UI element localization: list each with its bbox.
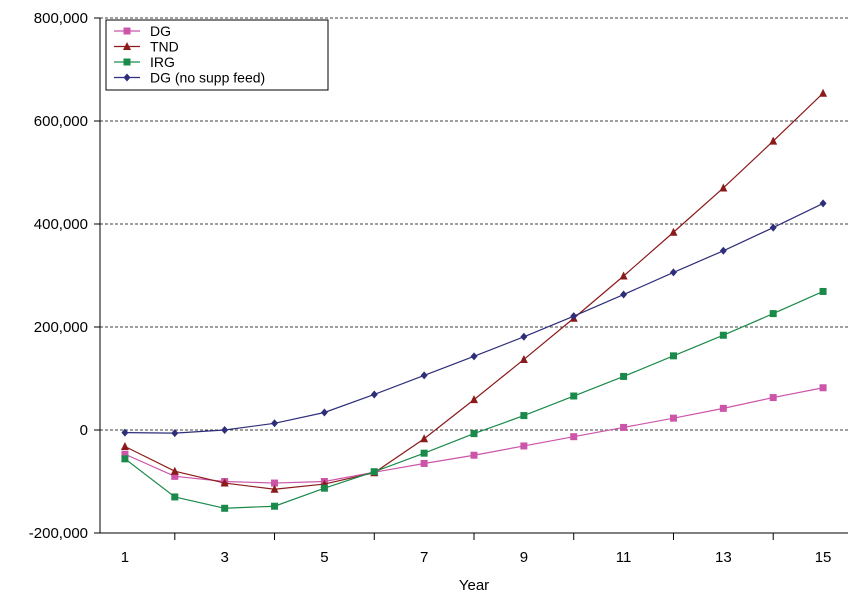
data-point-dg-no-supp-feed <box>370 390 378 399</box>
x-tick-label: 1 <box>121 549 129 566</box>
legend-swatch-marker <box>123 42 131 50</box>
data-point-dg <box>271 479 279 487</box>
x-axis-ticks: 1 3 5 7 9 11 13 15 <box>121 533 832 566</box>
legend-label: IRG <box>150 54 175 70</box>
data-point-dg-no-supp-feed <box>221 426 229 434</box>
data-point-irg <box>520 412 528 420</box>
series-dg-no-supp-feed <box>121 199 827 438</box>
data-point-irg <box>420 449 428 457</box>
data-point-dg <box>620 423 628 431</box>
data-point-tnd <box>470 395 478 404</box>
data-point-tnd <box>669 227 678 236</box>
x-tick-label: 13 <box>715 549 732 566</box>
data-point-dg-no-supp-feed <box>719 246 727 255</box>
x-tick-label: 9 <box>520 549 528 566</box>
x-tick-label: 3 <box>220 549 228 566</box>
data-point-dg-no-supp-feed <box>470 352 478 361</box>
data-point-dg-no-supp-feed <box>171 429 179 438</box>
data-point-tnd <box>519 354 528 363</box>
data-point-dg <box>520 442 528 450</box>
data-point-irg <box>769 310 777 318</box>
data-point-dg <box>121 450 129 458</box>
data-point-dg <box>171 472 179 480</box>
x-tick-label: 11 <box>616 549 632 566</box>
data-point-irg <box>470 430 478 438</box>
legend-item: DG <box>114 23 171 39</box>
legend-swatch-marker <box>123 58 131 66</box>
data-point-irg <box>819 287 827 295</box>
data-point-dg-no-supp-feed <box>570 312 578 321</box>
series-irg <box>121 287 827 512</box>
series-tnd <box>120 88 828 493</box>
x-tick-label: 15 <box>815 549 832 566</box>
data-point-dg <box>420 459 428 467</box>
data-point-dg-no-supp-feed <box>520 332 528 341</box>
data-point-dg-no-supp-feed <box>121 428 129 437</box>
data-point-dg-no-supp-feed <box>819 199 827 208</box>
data-point-irg <box>570 392 578 400</box>
data-point-tnd <box>120 441 129 450</box>
y-tick-label: -200,000 <box>29 525 88 542</box>
data-point-tnd <box>819 88 828 97</box>
legend-label: TND <box>150 39 179 55</box>
data-point-dg-no-supp-feed <box>320 408 328 417</box>
data-point-tnd <box>719 183 728 192</box>
data-point-irg <box>271 502 279 510</box>
legend-item: IRG <box>114 54 175 70</box>
legend-swatch-marker <box>123 27 131 35</box>
data-point-tnd <box>420 434 429 443</box>
legend-item: TND <box>114 39 179 55</box>
data-point-dg-no-supp-feed <box>420 371 428 380</box>
data-point-irg <box>121 455 129 463</box>
x-axis-title: Year <box>459 577 489 594</box>
y-tick-label: 600,000 <box>34 113 88 130</box>
data-point-dg <box>570 433 578 441</box>
data-point-dg <box>769 394 777 402</box>
y-tick-label: 200,000 <box>34 319 88 336</box>
data-point-irg <box>669 352 677 360</box>
legend-label: DG (no supp feed) <box>150 70 265 86</box>
legend-swatch-marker <box>123 73 131 82</box>
data-point-dg <box>719 404 727 412</box>
data-point-dg-no-supp-feed <box>271 419 279 428</box>
y-tick-label: 400,000 <box>34 216 88 233</box>
data-point-tnd <box>220 478 229 487</box>
data-point-tnd <box>619 271 628 280</box>
data-point-tnd <box>170 466 179 475</box>
series-group <box>120 88 828 512</box>
x-tick-label: 7 <box>420 549 428 566</box>
data-point-irg <box>370 468 378 476</box>
data-point-tnd <box>270 484 279 493</box>
data-point-irg <box>320 484 328 492</box>
data-point-dg <box>819 384 827 392</box>
data-point-dg-no-supp-feed <box>669 268 677 277</box>
data-point-tnd <box>769 136 778 145</box>
data-point-irg <box>620 372 628 380</box>
legend-box <box>105 19 329 91</box>
legend-item: DG (no supp feed) <box>114 70 265 86</box>
x-tick-label: 5 <box>320 549 328 566</box>
y-axis-ticks: -200,000 0 200,000 400,000 600,000 800,000 <box>29 10 100 542</box>
data-point-irg <box>221 504 229 512</box>
data-point-dg <box>669 414 677 422</box>
data-point-dg-no-supp-feed <box>620 290 628 299</box>
data-point-irg <box>171 493 179 501</box>
y-tick-label: 0 <box>80 422 88 439</box>
legend-label: DG <box>150 23 171 39</box>
y-tick-label: 800,000 <box>34 10 88 27</box>
data-point-dg <box>470 451 478 459</box>
data-point-dg-no-supp-feed <box>769 223 777 232</box>
data-point-irg <box>719 331 727 339</box>
